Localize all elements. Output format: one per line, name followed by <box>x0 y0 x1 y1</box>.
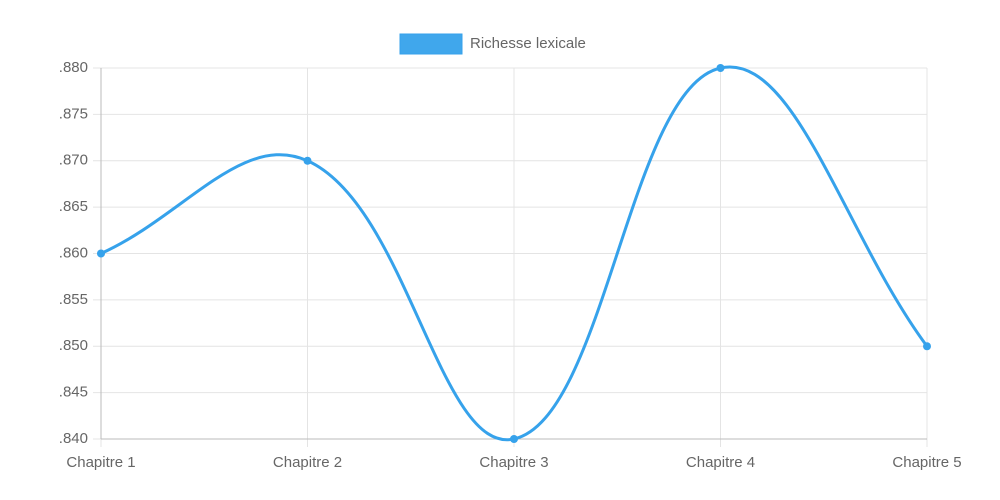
y-tick-label: .845 <box>59 384 88 401</box>
y-tick-label: .855 <box>59 291 88 308</box>
x-tick-label: Chapitre 4 <box>686 454 755 471</box>
y-tick-label: .870 <box>59 152 88 169</box>
y-tick-label: .865 <box>59 198 88 215</box>
x-tick-label: Chapitre 1 <box>66 454 135 471</box>
data-point <box>923 342 931 351</box>
legend-label: Richesse lexicale <box>470 35 586 52</box>
y-tick-label: .875 <box>59 105 88 122</box>
line-series <box>100 65 929 442</box>
data-point <box>97 249 105 258</box>
y-tick-label: .860 <box>59 244 88 261</box>
x-tick-label: Chapitre 5 <box>892 454 961 471</box>
x-tick-label: Chapitre 3 <box>479 454 548 471</box>
x-tick-label: Chapitre 2 <box>273 454 342 471</box>
y-tick-label: .840 <box>59 430 88 447</box>
data-point <box>716 64 725 72</box>
legend-swatch <box>399 33 463 55</box>
data-point <box>510 435 518 443</box>
y-tick-label: .880 <box>59 59 88 76</box>
data-point <box>303 156 312 165</box>
y-tick-label: .850 <box>59 337 88 354</box>
